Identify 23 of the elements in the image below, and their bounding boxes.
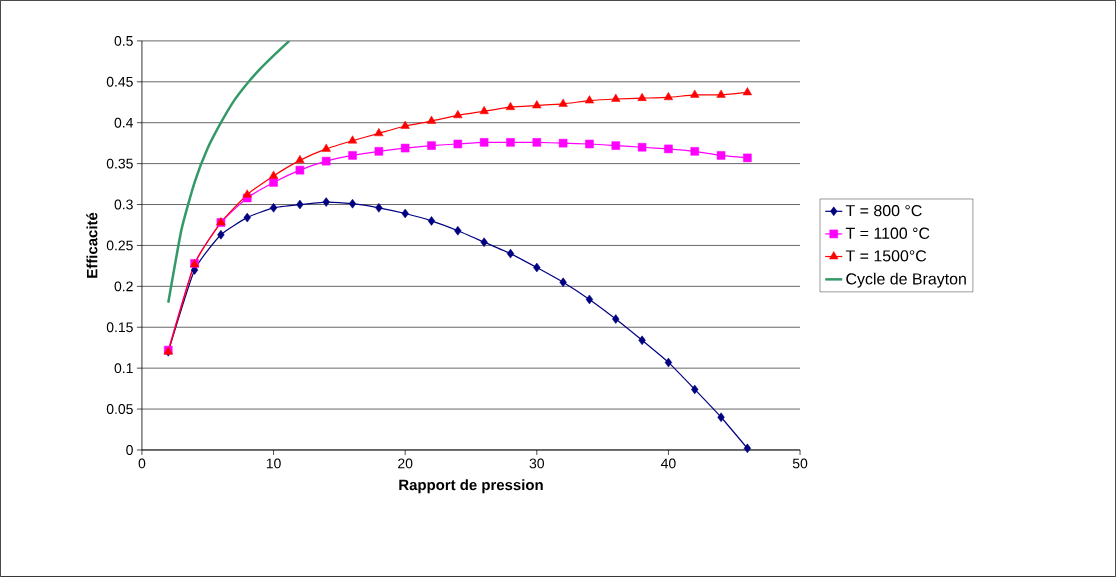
x-tick-label: 40 [660, 458, 676, 469]
y-tick-label: 0.4 [114, 117, 133, 128]
y-tick-label: 0.15 [106, 322, 133, 333]
x-tick-label: 30 [529, 458, 545, 469]
y-tick-label: 0.1 [114, 363, 133, 374]
y-tick-label: 0.35 [106, 158, 133, 169]
y-tick-label: 0.2 [114, 281, 133, 292]
x-axis-title: Rapport de pression [399, 479, 543, 494]
y-tick-label: 0.45 [106, 76, 133, 87]
legend-label: T = 1500°C [845, 250, 927, 262]
legend-label: T = 1100 °C [845, 227, 930, 239]
x-tick-label: 20 [398, 458, 413, 469]
y-tick-label: 0.25 [106, 240, 133, 251]
y-axis-title: Efficacité [86, 212, 98, 278]
x-tick-label: 0 [138, 458, 146, 469]
y-tick-label: 0.3 [114, 199, 133, 210]
y-tick-label: 0.5 [114, 35, 133, 46]
legend-label: Cycle de Brayton [846, 272, 966, 288]
x-tick-label: 10 [266, 458, 281, 469]
y-tick-label: 0.05 [106, 404, 133, 415]
legend-label: T = 800 °C [845, 205, 922, 217]
y-tick-label: 0 [126, 445, 133, 455]
x-tick-label: 50 [792, 458, 808, 469]
